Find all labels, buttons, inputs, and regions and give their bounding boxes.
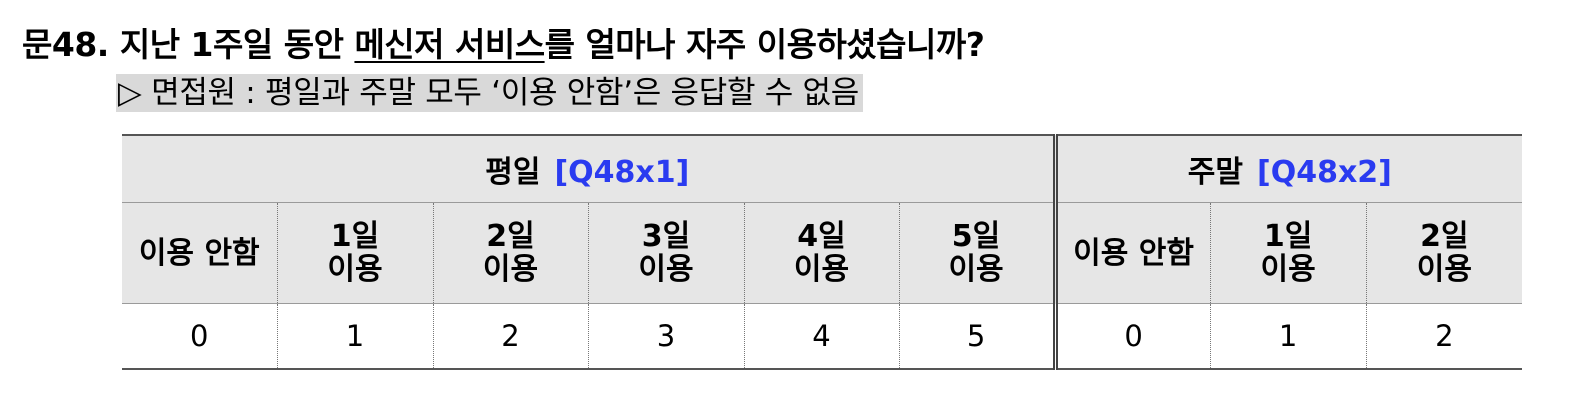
option-header-line1: 1일 xyxy=(1263,219,1313,254)
weekday-response-code[interactable]: 5 xyxy=(899,303,1058,370)
weekday-option-header: 이용 안함 xyxy=(122,202,278,304)
weekday-variable-code: [Q48x1] xyxy=(554,155,690,190)
weekday-response-code[interactable]: 1 xyxy=(277,303,434,370)
option-header-line2: 이용 xyxy=(1260,252,1316,287)
weekend-option-header: 1일 이용 xyxy=(1210,202,1367,304)
group-header-row: 평일 [Q48x1] 주말 [Q48x2] xyxy=(122,134,1523,203)
question-underlined-term: 메신저 서비스 xyxy=(354,25,545,64)
weekday-response-code[interactable]: 3 xyxy=(588,303,745,370)
weekday-option-header: 2일 이용 xyxy=(433,202,589,304)
option-header-line2: 이용 xyxy=(482,252,539,287)
interviewer-note: ▷ 면접원 : 평일과 주말 모두 ‘이용 안함’은 응답할 수 없음 xyxy=(116,74,863,112)
weekend-group-header: 주말 [Q48x2] xyxy=(1055,134,1523,203)
option-header-line1: 2일 xyxy=(1420,219,1469,254)
option-header-line1: 5일 xyxy=(951,219,1001,254)
weekend-label: 주말 xyxy=(1187,155,1243,190)
weekday-option-header: 5일 이용 xyxy=(899,202,1058,304)
weekend-response-code[interactable]: 0 xyxy=(1055,303,1211,370)
weekend-response-code[interactable]: 2 xyxy=(1366,303,1523,370)
question-text: 문48. 지난 1주일 동안 메신저 서비스를 얼마나 자주 이용하셨습니까? xyxy=(22,18,985,66)
question-text-before: 지난 1주일 동안 xyxy=(119,25,344,64)
question-text-after: 를 얼마나 자주 이용하셨습니까? xyxy=(544,25,985,64)
option-header-line1: 1일 xyxy=(330,219,380,254)
option-header-line2: 이용 xyxy=(327,252,383,287)
option-header-line2: 이용 xyxy=(1416,252,1472,287)
weekday-response-code[interactable]: 4 xyxy=(744,303,900,370)
weekday-option-header: 3일 이용 xyxy=(588,202,745,304)
question-number: 문48. xyxy=(22,25,109,64)
weekday-response-code[interactable]: 2 xyxy=(433,303,589,370)
option-header-line2: 이용 xyxy=(793,252,850,287)
weekend-option-header: 이용 안함 xyxy=(1055,202,1211,304)
weekday-response-code[interactable]: 0 xyxy=(122,303,278,370)
weekend-variable-code: [Q48x2] xyxy=(1256,155,1392,190)
response-grid: 평일 [Q48x1] 주말 [Q48x2] 이용 안함 1일 이용 2일 이용 3일 이용… xyxy=(122,134,1523,370)
option-header-line2: 이용 xyxy=(948,252,1004,287)
option-header-line1: 이용 안함 xyxy=(138,235,260,271)
weekday-option-header: 4일 이용 xyxy=(744,202,900,304)
option-header-row: 이용 안함 1일 이용 2일 이용 3일 이용 4일 이용 5일 이용 이용 안함 1일 이… xyxy=(122,202,1523,304)
weekend-response-code[interactable]: 1 xyxy=(1210,303,1367,370)
option-header-line1: 2일 xyxy=(486,219,535,254)
option-header-line1: 4일 xyxy=(797,219,846,254)
option-header-line1: 이용 안함 xyxy=(1073,235,1194,271)
weekday-option-header: 1일 이용 xyxy=(277,202,434,304)
weekend-option-header: 2일 이용 xyxy=(1366,202,1523,304)
response-code-row: 0 1 2 3 4 5 0 1 2 xyxy=(122,303,1523,370)
weekday-label: 평일 xyxy=(485,155,541,190)
option-header-line1: 3일 xyxy=(641,219,691,254)
weekday-group-header: 평일 [Q48x1] xyxy=(122,134,1058,203)
option-header-line2: 이용 xyxy=(638,252,694,287)
